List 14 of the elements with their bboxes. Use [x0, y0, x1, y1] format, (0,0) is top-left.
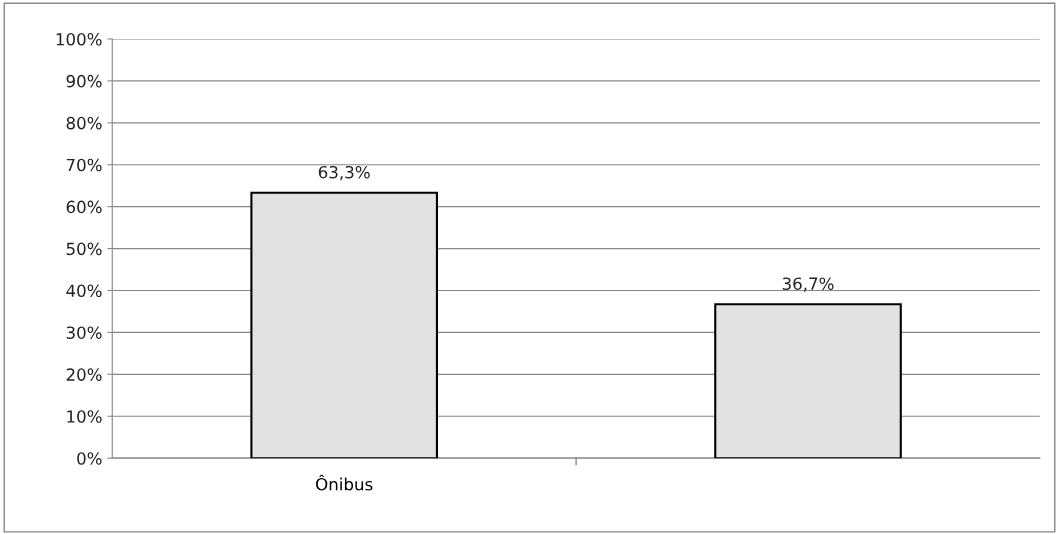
- y-tick-label: 70%: [66, 158, 102, 172]
- y-tick-label: 50%: [66, 242, 102, 256]
- y-tick-label: 90%: [66, 74, 102, 88]
- data-label: 36,7%: [782, 277, 834, 292]
- y-tick-label: 60%: [66, 200, 102, 214]
- y-tick-label: 100%: [56, 32, 102, 46]
- y-tick-label: 10%: [67, 410, 102, 423]
- y-tick-label: 80%: [66, 116, 102, 130]
- data-label: 63,3%: [318, 165, 370, 181]
- y-tick-label: 30%: [66, 326, 102, 339]
- y-tick-label: 40%: [66, 284, 102, 298]
- y-tick-label: 20%: [66, 368, 102, 381]
- x-tick-label: Ônibus: [316, 474, 373, 491]
- y-tick-label: 0%: [77, 452, 102, 465]
